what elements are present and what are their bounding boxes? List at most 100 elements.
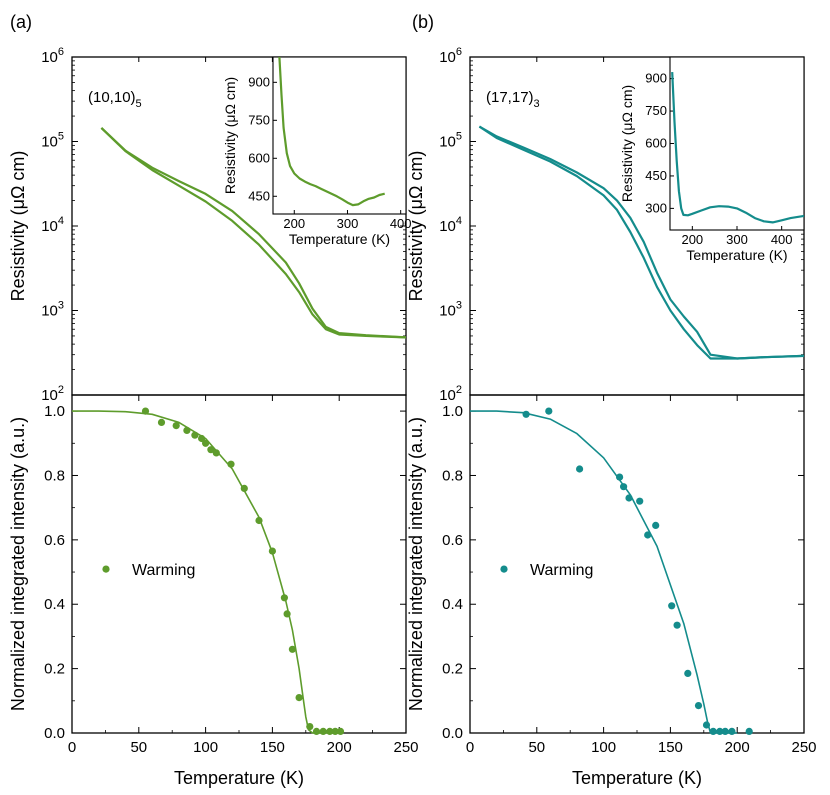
plot-frame xyxy=(71,394,407,734)
legend-label: Warming xyxy=(530,562,593,579)
y-tick-label-exponent: 2 xyxy=(456,384,462,396)
inset-x-tick-label: 200 xyxy=(681,232,703,247)
y-axis-label: Resistivity (μΩ cm) xyxy=(406,151,426,302)
y-tick-label: 0.2 xyxy=(442,661,463,678)
panel-label-b: (b) xyxy=(412,12,434,32)
y-tick-label: 0.8 xyxy=(44,467,65,484)
data-point xyxy=(202,439,210,447)
y-tick-label-base: 10 xyxy=(439,387,456,404)
inset-y-tick-label: 600 xyxy=(248,150,270,165)
inset-curve xyxy=(278,57,385,207)
y-tick-label-base: 10 xyxy=(41,134,58,151)
panel-b-resistivity-inset: 200 300 400 300 450 600 750 900 Temperature (K) R… xyxy=(619,56,805,263)
y-tick-label: 104 xyxy=(439,215,462,235)
y-tick-label-base: 10 xyxy=(41,218,58,235)
y-tick-label: 0.8 xyxy=(442,467,463,484)
y-tick-label: 0.4 xyxy=(44,596,65,613)
y-tick-label: 0.0 xyxy=(44,725,65,742)
x-tick-label: 200 xyxy=(327,739,352,756)
data-point xyxy=(288,645,296,653)
inset-y-tick-label: 750 xyxy=(248,112,270,127)
legend-label: Warming xyxy=(132,562,195,579)
inset-y-tick-label: 750 xyxy=(645,103,667,118)
y-tick-label-exponent: 3 xyxy=(456,300,462,312)
data-point xyxy=(191,431,199,439)
y-tick-label: 105 xyxy=(41,131,64,151)
inset-x-tick-label: 300 xyxy=(726,232,748,247)
y-tick-label-exponent: 5 xyxy=(456,131,462,143)
data-point xyxy=(283,610,291,618)
data-point xyxy=(702,721,711,729)
data-point xyxy=(172,422,180,430)
x-tick-label: 50 xyxy=(130,739,147,756)
y-tick-label-base: 10 xyxy=(439,49,456,66)
y-tick-label-base: 10 xyxy=(41,387,58,404)
x-tick-label: 50 xyxy=(528,739,545,756)
inset-frame xyxy=(272,56,407,215)
y-axis-label: Normalized integrated intensity (a.u.) xyxy=(8,417,28,711)
inset-x-axis-label: Temperature (K) xyxy=(686,247,787,263)
resistivity-curve-lower xyxy=(478,125,805,360)
legend-marker xyxy=(102,565,110,573)
data-point xyxy=(625,494,633,502)
y-tick-label-exponent: 2 xyxy=(58,384,64,396)
sample-annotation-text: (17,17) xyxy=(486,89,534,106)
x-axis-label: Temperature (K) xyxy=(572,768,702,788)
data-point xyxy=(668,602,676,610)
data-point xyxy=(620,483,628,491)
y-tick-label: 1.0 xyxy=(44,403,65,420)
y-tick-label: 0.6 xyxy=(442,532,463,549)
inset-x-tick-label: 400 xyxy=(771,232,793,247)
data-point xyxy=(684,669,692,678)
x-tick-label: 250 xyxy=(393,739,418,756)
inset-frame xyxy=(669,56,805,231)
y-tick-label-base: 10 xyxy=(439,303,456,320)
fit-curve xyxy=(72,410,340,734)
data-point xyxy=(545,407,553,415)
y-tick-label: 106 xyxy=(41,46,64,66)
data-point xyxy=(716,727,724,736)
y-tick-label-exponent: 6 xyxy=(58,46,64,58)
y-tick-label: 0.2 xyxy=(44,661,65,678)
y-tick-label: 0.0 xyxy=(442,725,463,742)
sample-annotation-subscript: 5 xyxy=(136,98,142,110)
x-tick-label: 100 xyxy=(591,739,616,756)
inset-y-tick-label: 300 xyxy=(645,200,667,215)
inset-y-axis-label: Resistivity (μΩ cm) xyxy=(619,85,635,202)
data-point xyxy=(268,547,276,555)
data-point xyxy=(644,531,652,539)
inset-x-tick-label: 300 xyxy=(337,216,359,231)
panel-a-intensity-plot: 0 50 100 150 200 250 0.0 0.2 0.4 0.6 0.8 1.0 Tempera… xyxy=(8,394,419,788)
y-tick-label-exponent: 4 xyxy=(58,215,64,227)
data-point xyxy=(312,727,321,736)
inset-y-tick-label: 900 xyxy=(645,71,667,86)
y-tick-label: 102 xyxy=(439,384,462,404)
inset-y-tick-label: 900 xyxy=(248,74,270,89)
resistivity-curve-upper xyxy=(100,127,407,339)
data-point xyxy=(306,723,314,731)
y-tick-label: 104 xyxy=(41,215,64,235)
y-tick-label: 0.4 xyxy=(442,596,463,613)
y-tick-label: 103 xyxy=(41,300,64,320)
data-point xyxy=(576,465,584,473)
y-tick-label-exponent: 3 xyxy=(58,300,64,312)
x-tick-label: 200 xyxy=(725,739,750,756)
data-point xyxy=(522,410,530,418)
data-point xyxy=(616,473,624,481)
y-tick-label: 1.0 xyxy=(442,403,463,420)
y-tick-label: 103 xyxy=(439,300,462,320)
y-tick-label-exponent: 4 xyxy=(456,215,462,227)
data-point xyxy=(157,418,166,426)
y-tick-label-base: 10 xyxy=(439,218,456,235)
y-axis-label: Normalized integrated intensity (a.u.) xyxy=(406,417,426,711)
panel-label-a: (a) xyxy=(10,12,32,32)
sample-annotation: (17,17)3 xyxy=(486,89,540,110)
inset-curve xyxy=(671,72,804,224)
inset-y-axis-label: Resistivity (μΩ cm) xyxy=(222,77,238,194)
data-point xyxy=(728,727,736,736)
data-point xyxy=(319,727,327,736)
panel-a-resistivity-inset: 200 300 400 450 600 750 900 Temperature (K) Resi… xyxy=(222,56,412,247)
fit-curve xyxy=(470,410,738,734)
inset-y-tick-label: 450 xyxy=(248,188,270,203)
